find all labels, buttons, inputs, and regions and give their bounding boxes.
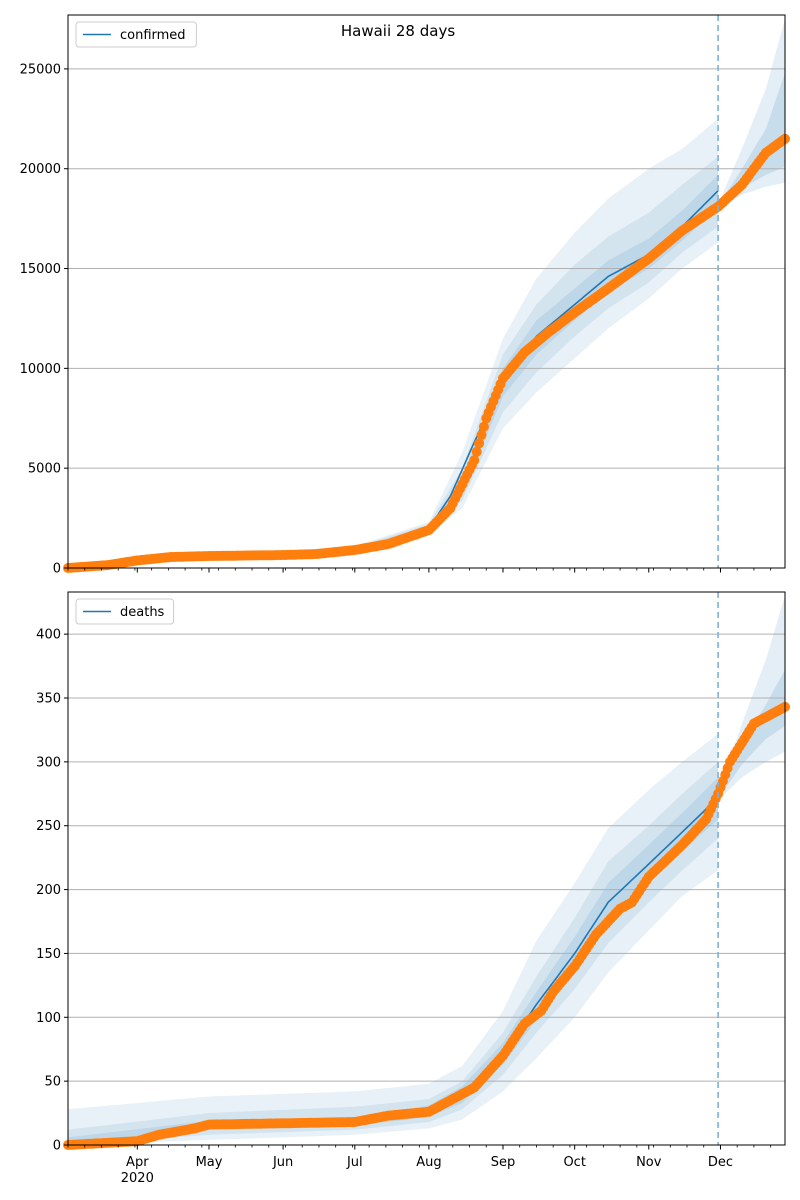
confirmed-ytick-label: 5000 xyxy=(28,462,61,477)
deaths-xtick-label: Nov xyxy=(636,1155,662,1170)
figure-title: Hawaii 28 days xyxy=(341,22,455,40)
confirmed-x-ticks xyxy=(67,568,772,573)
confirmed-legend-label: confirmed xyxy=(120,28,186,43)
confirmed-observed-point xyxy=(474,438,485,449)
confirmed-observed-point xyxy=(469,455,480,466)
deaths-y-ticks: 0 50 100 150 200 250 300 350 400 xyxy=(36,628,68,1154)
deaths-legend-box xyxy=(75,598,175,625)
confirmed-ytick-label: 25000 xyxy=(20,62,61,77)
confirmed-axes xyxy=(67,14,786,569)
deaths-xtick-label: May xyxy=(196,1155,223,1170)
confirmed-band-forecast-inner xyxy=(718,72,785,208)
confirmed-y-ticks: 0 5000 10000 15000 20000 25000 xyxy=(20,62,68,577)
deaths-ytick-label: 100 xyxy=(36,1011,61,1026)
deaths-axes xyxy=(67,591,786,1146)
deaths-legend-label: deaths xyxy=(120,605,165,620)
deaths-ytick-label: 250 xyxy=(36,819,61,834)
deaths-ytick-label: 300 xyxy=(36,755,61,770)
deaths-xtick-label: Jul xyxy=(346,1155,363,1170)
deaths-ytick-label: 400 xyxy=(36,628,61,643)
deaths-legend: deaths xyxy=(75,598,175,625)
deaths-xtick-sublabel: 2020 xyxy=(121,1171,154,1186)
deaths-ytick-label: 350 xyxy=(36,692,61,707)
confirmed-ytick-label: 0 xyxy=(53,562,61,577)
deaths-ytick-label: 150 xyxy=(36,947,61,962)
deaths-xtick-label: Aug xyxy=(416,1155,441,1170)
confirmed-ytick-label: 15000 xyxy=(20,262,61,277)
deaths-xtick-label: Jun xyxy=(272,1155,293,1170)
confirmed-uncertainty-bands xyxy=(68,19,785,569)
confirmed-observed-point xyxy=(478,421,489,432)
confirmed-ytick-label: 20000 xyxy=(20,162,61,177)
deaths-ytick-label: 50 xyxy=(44,1075,61,1090)
deaths-ytick-label: 200 xyxy=(36,883,61,898)
confirmed-panel: 0 5000 10000 15000 20000 25000 confirmed xyxy=(20,14,790,577)
confirmed-band-outer xyxy=(68,118,719,569)
confirmed-ytick-label: 10000 xyxy=(20,362,61,377)
confirmed-observed-point xyxy=(471,446,482,457)
confirmed-axes-frame xyxy=(67,14,786,569)
deaths-xtick-label: Apr xyxy=(126,1155,149,1170)
deaths-axes-frame xyxy=(67,591,786,1146)
confirmed-band-forecast-outer xyxy=(718,19,785,209)
deaths-gridlines xyxy=(68,633,785,1146)
deaths-ytick-label: 0 xyxy=(53,1139,61,1154)
deaths-xtick-label: Sep xyxy=(491,1155,516,1170)
deaths-xtick-label: Dec xyxy=(708,1155,733,1170)
deaths-xtick-label: Oct xyxy=(563,1155,585,1170)
confirmed-legend: confirmed xyxy=(75,21,197,48)
deaths-observed-points xyxy=(63,701,790,1150)
confirmed-legend-box xyxy=(75,21,197,48)
confirmed-observed-point xyxy=(476,430,487,440)
